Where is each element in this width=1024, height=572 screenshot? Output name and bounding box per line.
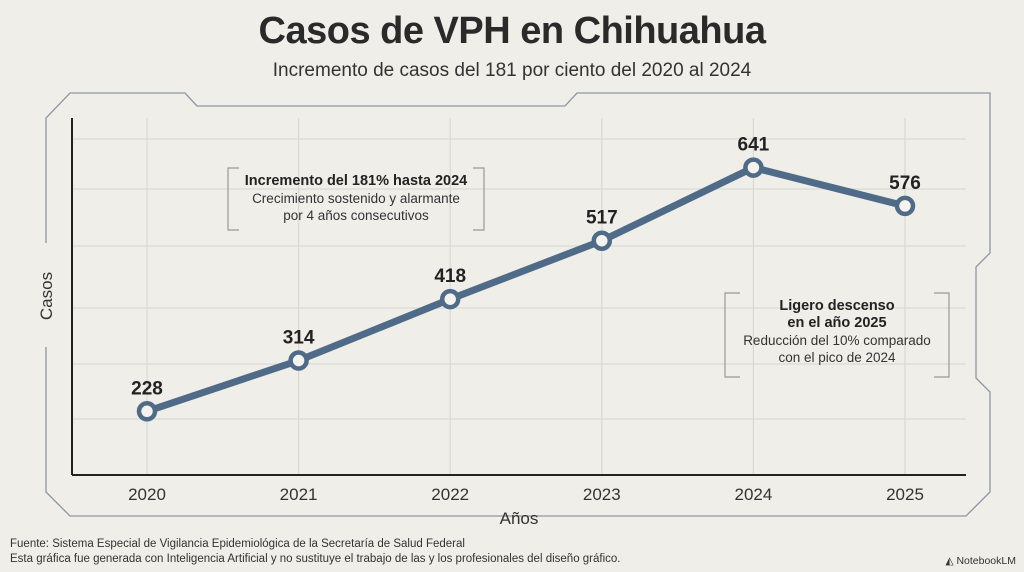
annotation-increase: Incremento del 181% hasta 2024 Crecimien…: [227, 167, 485, 231]
annotation-text: Reducción del 10% comparado: [743, 333, 931, 348]
disclaimer: Esta gráfica fue generada con Inteligenc…: [10, 553, 621, 565]
x-tick-label: 2023: [583, 485, 621, 504]
series-line: [145, 164, 906, 415]
annotation-text: por 4 años consecutivos: [283, 208, 429, 223]
bracket-frame: [724, 292, 950, 378]
data-label: 314: [283, 328, 315, 349]
x-tick-label: 2024: [734, 485, 772, 504]
data-label: 228: [131, 378, 163, 399]
data-point: [591, 230, 613, 251]
annotation-text: Crecimiento sostenido y alarmante: [252, 191, 460, 206]
annotation-title: en el año 2025: [787, 315, 887, 331]
data-label: 418: [434, 266, 466, 287]
x-tick-label: 2021: [280, 485, 318, 504]
chart-frame: [45, 92, 991, 517]
x-tick-label: 2022: [431, 485, 469, 504]
annotation-text: con el pico de 2024: [778, 350, 896, 365]
chart-subtitle: Incremento de casos del 181 por ciento d…: [272, 60, 752, 81]
annotation-decrease: Ligero descenso en el año 2025 Reducción…: [724, 292, 950, 378]
brand: ◭ NotebookLM: [945, 555, 1016, 567]
data-label: 641: [738, 135, 770, 156]
y-axis-label: Casos: [37, 272, 56, 320]
bracket-frame: [227, 167, 485, 231]
data-point: [894, 195, 916, 217]
data-point: [288, 350, 309, 371]
chart-title: Casos de VPH en Chihuahua: [258, 10, 766, 52]
data-point: [439, 288, 461, 310]
data-label: 517: [586, 208, 618, 229]
data-label: 576: [889, 173, 921, 194]
data-point: [136, 401, 158, 422]
source-note: Fuente: Sistema Especial de Vigilancia E…: [10, 538, 465, 550]
data-point: [743, 157, 764, 178]
footer: Fuente: Sistema Especial de Vigilancia E…: [10, 537, 621, 567]
x-axis-label: Años: [500, 509, 539, 528]
x-tick-label: 2020: [128, 485, 166, 504]
brand-label: NotebookLM: [956, 555, 1016, 567]
x-tick-label: 2025: [886, 485, 924, 504]
annotation-title: Incremento del 181% hasta 2024: [244, 173, 468, 189]
annotation-title: Ligero descenso: [779, 298, 895, 314]
notebooklm-icon: ◭: [945, 555, 957, 567]
